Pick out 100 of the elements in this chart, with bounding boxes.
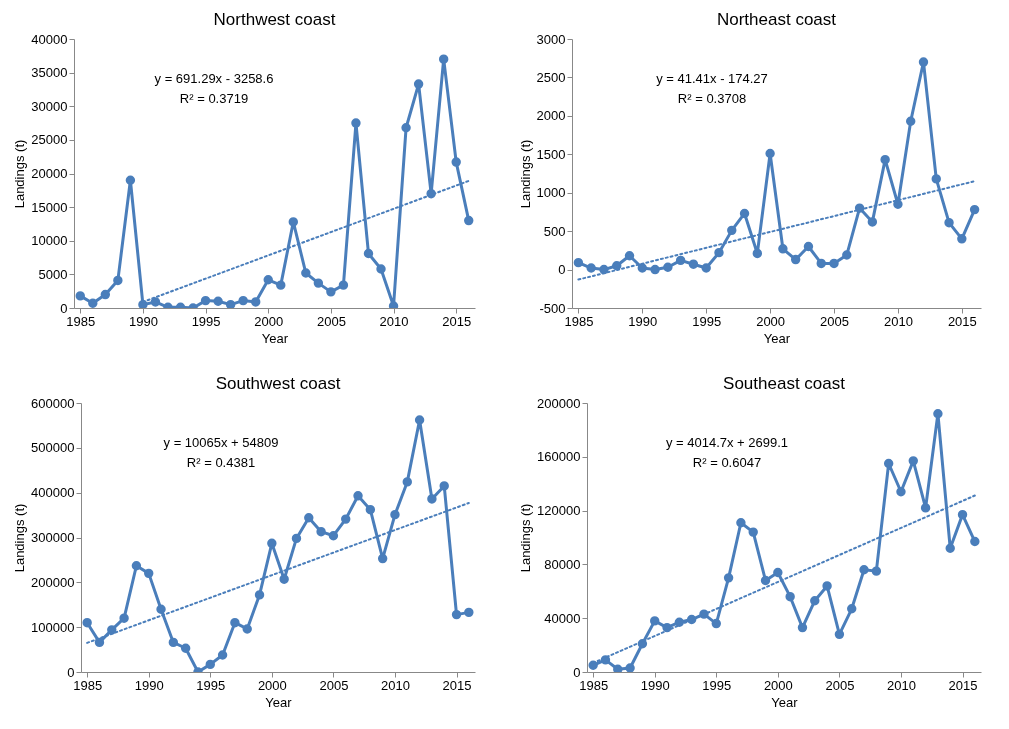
point [401, 123, 411, 133]
point [75, 291, 85, 301]
point [238, 295, 248, 306]
point [880, 154, 890, 165]
point [957, 509, 968, 520]
y-tick-label: 35000 [31, 65, 68, 81]
point [822, 581, 832, 591]
y-tick-label: 30000 [31, 98, 68, 114]
point [100, 289, 111, 300]
y-axis-title: Landings (t) [12, 139, 28, 209]
x-tick-label: 2015 [442, 313, 472, 329]
point [230, 617, 240, 628]
point [752, 248, 763, 259]
x-tick-label: 2015 [948, 677, 978, 693]
point [341, 514, 351, 524]
annotation: R² = 0.3708 [677, 91, 747, 106]
point [957, 234, 967, 244]
point [810, 596, 820, 606]
y-tick-label: 3000 [536, 31, 566, 47]
point [896, 487, 906, 497]
point [650, 616, 660, 626]
y-tick-label: 10000 [31, 233, 68, 249]
point [427, 494, 437, 504]
point [625, 663, 635, 672]
y-tick-label: 200000 [537, 395, 581, 411]
point [847, 604, 857, 614]
point [933, 409, 943, 419]
point [945, 543, 955, 553]
point [242, 624, 252, 634]
point [797, 622, 808, 633]
y-tick-label: 1500 [536, 146, 566, 162]
point [675, 255, 686, 266]
point [267, 538, 277, 549]
point [637, 263, 647, 273]
chart-title: Northwest coast [213, 10, 336, 29]
point [464, 215, 474, 226]
point [599, 264, 609, 275]
y-tick-label: 20000 [31, 166, 68, 181]
y-tick-label: 500000 [31, 440, 75, 456]
x-axis-title: Year [771, 694, 799, 710]
point [778, 244, 788, 254]
point [254, 590, 265, 600]
point [413, 79, 424, 89]
chart-title: Southwest coast [215, 374, 341, 393]
point [624, 251, 635, 261]
point [279, 574, 289, 584]
annotation: y = 691.29x - 3258.6 [154, 71, 274, 86]
point [969, 204, 980, 215]
point [365, 505, 376, 515]
annotation: R² = 0.4381 [186, 455, 256, 470]
x-tick-label: 2000 [756, 313, 786, 329]
point [402, 477, 412, 487]
point [180, 643, 191, 653]
y-tick-label: 200000 [31, 574, 75, 590]
point [225, 299, 236, 308]
point [291, 533, 302, 544]
x-tick-label: 2000 [763, 677, 793, 693]
point [276, 280, 286, 290]
y-tick-label: 100000 [31, 619, 75, 635]
point [663, 262, 673, 272]
point [88, 298, 98, 308]
point [650, 264, 660, 275]
y-tick-label: 160000 [537, 449, 581, 465]
y-tick-label: 300000 [31, 530, 75, 545]
point [150, 297, 161, 307]
y-tick-label: 600000 [31, 395, 75, 411]
point [816, 258, 826, 269]
point [414, 415, 425, 425]
y-tick-label: 120000 [537, 503, 581, 519]
point [353, 491, 363, 501]
point [906, 116, 916, 126]
point [701, 263, 711, 273]
point [727, 225, 737, 236]
point [842, 250, 852, 260]
point [723, 573, 734, 583]
annotation: R² = 0.3719 [179, 91, 249, 106]
point [834, 629, 845, 640]
x-tick-label: 2010 [883, 313, 913, 329]
y-axis-title: Landings (t) [518, 503, 534, 573]
point [944, 217, 954, 228]
point [131, 561, 142, 571]
x-tick-label: 2015 [947, 313, 977, 329]
y-tick-label: 0 [558, 262, 566, 278]
y-tick-label: 0 [67, 664, 75, 680]
x-tick-label: 2010 [381, 677, 410, 693]
y-tick-label: 500 [543, 223, 566, 239]
y-tick-label: -500 [539, 300, 566, 316]
point [390, 509, 400, 520]
y-tick-label: 25000 [31, 132, 68, 148]
point [785, 591, 795, 602]
y-tick-label: 0 [60, 300, 68, 316]
y-tick-label: 15000 [31, 199, 68, 215]
annotation: y = 4014.7x + 2699.1 [665, 435, 789, 450]
x-tick-label: 2015 [442, 677, 472, 693]
point [760, 575, 771, 586]
point [918, 57, 929, 67]
point [107, 625, 117, 635]
y-tick-label: 40000 [544, 610, 581, 626]
point [736, 518, 746, 528]
x-tick-label: 1990 [134, 677, 164, 693]
